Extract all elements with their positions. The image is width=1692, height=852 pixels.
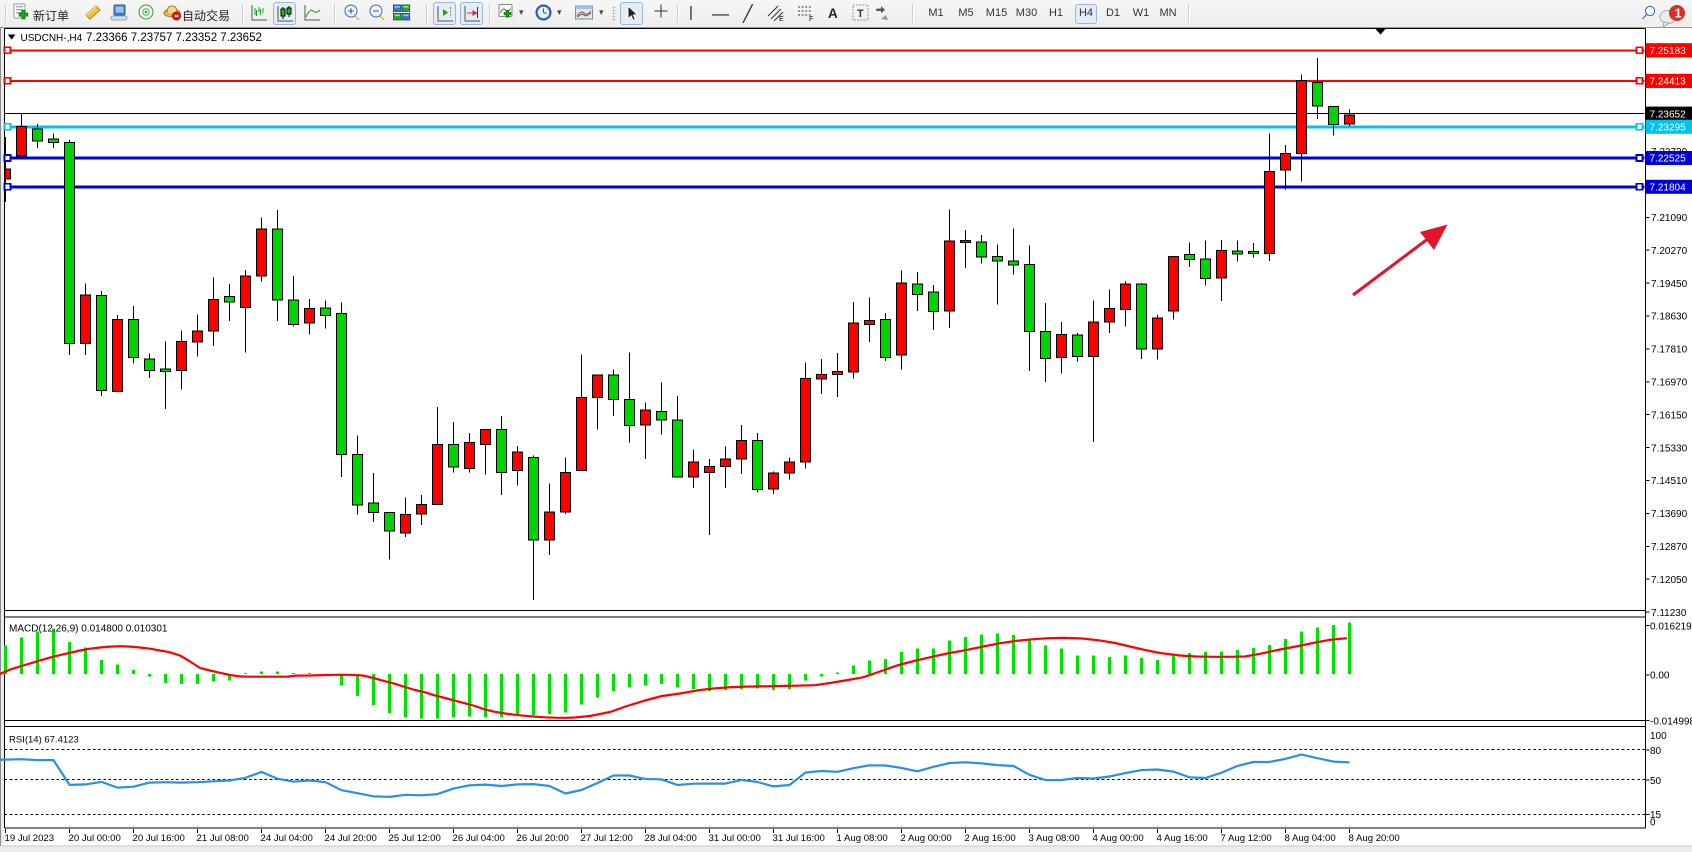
svg-text:0: 0 bbox=[1650, 818, 1656, 829]
svg-text:1: 1 bbox=[1675, 6, 1682, 20]
svg-text:20 Jul 00:00: 20 Jul 00:00 bbox=[69, 833, 121, 844]
svg-text:7.13690: 7.13690 bbox=[1651, 509, 1688, 520]
svg-text:MACD(12,26,9) 0.014800 0.01030: MACD(12,26,9) 0.014800 0.010301 bbox=[9, 624, 168, 635]
svg-text:2 Aug 16:00: 2 Aug 16:00 bbox=[965, 833, 1016, 844]
svg-text:T: T bbox=[857, 8, 864, 20]
svg-text:8 Aug 20:00: 8 Aug 20:00 bbox=[1349, 833, 1400, 844]
svg-text:E: E bbox=[779, 16, 784, 23]
svg-text:7.14510: 7.14510 bbox=[1651, 476, 1688, 487]
svg-text:31 Jul 16:00: 31 Jul 16:00 bbox=[773, 833, 825, 844]
svg-text:21 Jul 08:00: 21 Jul 08:00 bbox=[197, 833, 249, 844]
svg-text:7.12870: 7.12870 bbox=[1651, 542, 1688, 553]
svg-text:7.20270: 7.20270 bbox=[1651, 246, 1688, 257]
svg-text:31 Jul 00:00: 31 Jul 00:00 bbox=[709, 833, 761, 844]
svg-text:7.23366 7.23757 7.23352 7.2365: 7.23366 7.23757 7.23352 7.23652 bbox=[86, 32, 262, 44]
svg-text:25 Jul 12:00: 25 Jul 12:00 bbox=[389, 833, 441, 844]
svg-text:24 Jul 20:00: 24 Jul 20:00 bbox=[325, 833, 377, 844]
svg-text:0.00: 0.00 bbox=[1650, 671, 1670, 682]
svg-text:7.11230: 7.11230 bbox=[1651, 608, 1687, 619]
svg-text:7.21090: 7.21090 bbox=[1651, 213, 1688, 224]
svg-text:F: F bbox=[809, 16, 813, 23]
svg-text:50: 50 bbox=[1650, 776, 1662, 787]
svg-text:3 Aug 08:00: 3 Aug 08:00 bbox=[1029, 833, 1080, 844]
svg-text:26 Jul 20:00: 26 Jul 20:00 bbox=[517, 833, 569, 844]
svg-text:7.21804: 7.21804 bbox=[1650, 183, 1687, 194]
svg-text:2 Aug 00:00: 2 Aug 00:00 bbox=[901, 833, 952, 844]
svg-text:7.16970: 7.16970 bbox=[1651, 378, 1688, 389]
svg-text:8 Aug 04:00: 8 Aug 04:00 bbox=[1285, 833, 1336, 844]
svg-text:4 Aug 00:00: 4 Aug 00:00 bbox=[1093, 833, 1144, 844]
svg-text:0.016219: 0.016219 bbox=[1650, 621, 1692, 632]
svg-text:19 Jul 2023: 19 Jul 2023 bbox=[5, 833, 55, 844]
svg-text:15: 15 bbox=[1650, 810, 1662, 821]
svg-text:7.19450: 7.19450 bbox=[1651, 279, 1688, 290]
svg-text:80: 80 bbox=[1650, 746, 1662, 757]
svg-text:28 Jul 04:00: 28 Jul 04:00 bbox=[645, 833, 697, 844]
svg-text:4 Aug 16:00: 4 Aug 16:00 bbox=[1157, 833, 1208, 844]
svg-text:7.23295: 7.23295 bbox=[1650, 123, 1687, 134]
svg-text:20 Jul 16:00: 20 Jul 16:00 bbox=[133, 833, 185, 844]
svg-text:-0.014998: -0.014998 bbox=[1650, 716, 1692, 727]
svg-text:RSI(14) 67.4123: RSI(14) 67.4123 bbox=[9, 735, 79, 746]
svg-text:26 Jul 04:00: 26 Jul 04:00 bbox=[453, 833, 505, 844]
svg-text:7.22525: 7.22525 bbox=[1650, 154, 1687, 165]
svg-text:7.17810: 7.17810 bbox=[1651, 345, 1688, 356]
svg-text:100: 100 bbox=[1650, 731, 1667, 742]
svg-text:27 Jul 12:00: 27 Jul 12:00 bbox=[581, 833, 633, 844]
svg-text:7.23652: 7.23652 bbox=[1650, 109, 1687, 120]
svg-text:7.12050: 7.12050 bbox=[1651, 575, 1688, 586]
svg-text:7.16150: 7.16150 bbox=[1651, 410, 1688, 421]
svg-text:7.24413: 7.24413 bbox=[1650, 77, 1687, 88]
svg-text:7.18630: 7.18630 bbox=[1651, 312, 1688, 323]
svg-text:7 Aug 12:00: 7 Aug 12:00 bbox=[1221, 833, 1272, 844]
svg-text:24 Jul 04:00: 24 Jul 04:00 bbox=[261, 833, 313, 844]
svg-text:7.15330: 7.15330 bbox=[1651, 443, 1688, 454]
svg-text:7.25183: 7.25183 bbox=[1650, 46, 1687, 57]
svg-text:1 Aug 08:00: 1 Aug 08:00 bbox=[837, 833, 888, 844]
svg-text:USDCNH-,H4: USDCNH-,H4 bbox=[21, 33, 83, 44]
